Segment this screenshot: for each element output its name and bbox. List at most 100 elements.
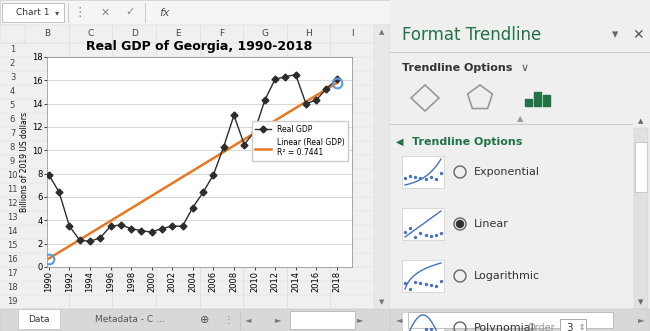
Bar <box>402 260 444 292</box>
Point <box>405 329 415 331</box>
Line: Real GDP: Real GDP <box>46 72 339 244</box>
Point <box>400 229 410 234</box>
Legend: Real GDP, Linear (Real GDP)
R² = 0.7441: Real GDP, Linear (Real GDP) R² = 0.7441 <box>252 121 348 161</box>
Text: ⊕: ⊕ <box>200 315 210 325</box>
Text: 6: 6 <box>10 116 15 124</box>
Text: Exponential: Exponential <box>474 167 540 177</box>
Real GDP <box>96 236 104 240</box>
Text: D: D <box>131 29 138 38</box>
Real GDP <box>302 102 310 106</box>
Text: F: F <box>219 29 224 38</box>
Real GDP <box>76 238 84 242</box>
Real GDP <box>209 173 217 177</box>
Text: ◀: ◀ <box>396 137 404 147</box>
Text: fx: fx <box>160 8 170 18</box>
Text: 14: 14 <box>7 227 18 237</box>
Point <box>426 233 436 238</box>
Text: ⇕: ⇕ <box>578 323 585 331</box>
Bar <box>534 92 541 106</box>
Real GDP <box>55 190 63 194</box>
Point <box>405 173 415 178</box>
Text: 8: 8 <box>10 144 15 153</box>
Text: Data: Data <box>28 315 50 324</box>
Bar <box>0 0 390 25</box>
Text: I: I <box>351 29 354 38</box>
Real GDP <box>312 98 320 102</box>
Real GDP <box>45 173 53 177</box>
Text: 3: 3 <box>10 73 15 82</box>
Real GDP <box>158 226 166 230</box>
Text: G: G <box>261 29 268 38</box>
Bar <box>560 319 586 331</box>
Text: 13: 13 <box>7 213 18 222</box>
Point <box>415 230 426 236</box>
Title: Real GDP of Georgia, 1990-2018: Real GDP of Georgia, 1990-2018 <box>86 40 313 53</box>
Text: 16: 16 <box>7 256 18 264</box>
Real GDP <box>189 206 197 210</box>
Point <box>421 327 431 331</box>
Bar <box>390 309 650 331</box>
Text: 18: 18 <box>7 283 18 293</box>
Text: 10: 10 <box>7 171 18 180</box>
Point <box>400 281 410 286</box>
Point <box>431 177 441 182</box>
Real GDP <box>168 224 176 228</box>
Bar <box>402 208 444 240</box>
Bar <box>0 25 25 43</box>
Y-axis label: Billions of 2019 US dollars: Billions of 2019 US dollars <box>20 112 29 212</box>
Real GDP <box>251 130 259 134</box>
Text: 19: 19 <box>7 298 18 307</box>
Real GDP <box>66 224 73 228</box>
Bar <box>402 156 444 188</box>
Text: 11: 11 <box>7 185 18 195</box>
Text: B: B <box>44 29 50 38</box>
Point <box>426 282 436 287</box>
Text: 1: 1 <box>10 45 15 55</box>
Real GDP <box>322 86 330 90</box>
Text: ▲: ▲ <box>517 115 523 123</box>
Text: Format Trendline: Format Trendline <box>402 26 541 44</box>
Point <box>415 175 426 181</box>
Text: H: H <box>306 29 312 38</box>
Real GDP <box>138 229 146 233</box>
Text: ✕: ✕ <box>100 8 110 18</box>
Real GDP <box>107 224 114 228</box>
Point <box>415 281 426 286</box>
Text: 4: 4 <box>10 87 15 97</box>
Point <box>426 174 436 179</box>
Text: 3: 3 <box>566 323 573 331</box>
Text: ⋮: ⋮ <box>73 6 86 19</box>
Text: ▲: ▲ <box>638 118 644 124</box>
Point <box>431 232 441 237</box>
Real GDP <box>86 239 94 243</box>
Real GDP <box>199 190 207 194</box>
Text: ⋮: ⋮ <box>223 315 233 325</box>
Text: ▲: ▲ <box>380 29 385 35</box>
Bar <box>374 25 390 309</box>
Real GDP <box>220 145 228 149</box>
Text: ►: ► <box>357 315 363 324</box>
Real GDP <box>117 223 125 227</box>
Text: ◄: ◄ <box>245 315 252 324</box>
Real GDP <box>281 75 289 79</box>
Text: Chart 1: Chart 1 <box>16 8 50 17</box>
Bar <box>18 309 60 329</box>
Point <box>410 279 421 285</box>
Text: Linear: Linear <box>474 219 509 229</box>
Real GDP <box>240 143 248 147</box>
Text: ▼: ▼ <box>380 299 385 305</box>
Point <box>426 327 436 331</box>
Bar <box>402 312 444 331</box>
Text: ▾: ▾ <box>55 8 59 17</box>
Point <box>410 234 421 240</box>
Real GDP <box>230 113 238 117</box>
Bar <box>525 99 532 106</box>
Text: 7: 7 <box>10 129 15 138</box>
Text: ∨: ∨ <box>521 63 529 73</box>
Text: ▼: ▼ <box>638 299 644 305</box>
Real GDP <box>127 226 135 230</box>
Real GDP <box>261 98 268 102</box>
Point <box>421 232 431 238</box>
Bar <box>635 142 647 192</box>
Point <box>421 177 431 182</box>
